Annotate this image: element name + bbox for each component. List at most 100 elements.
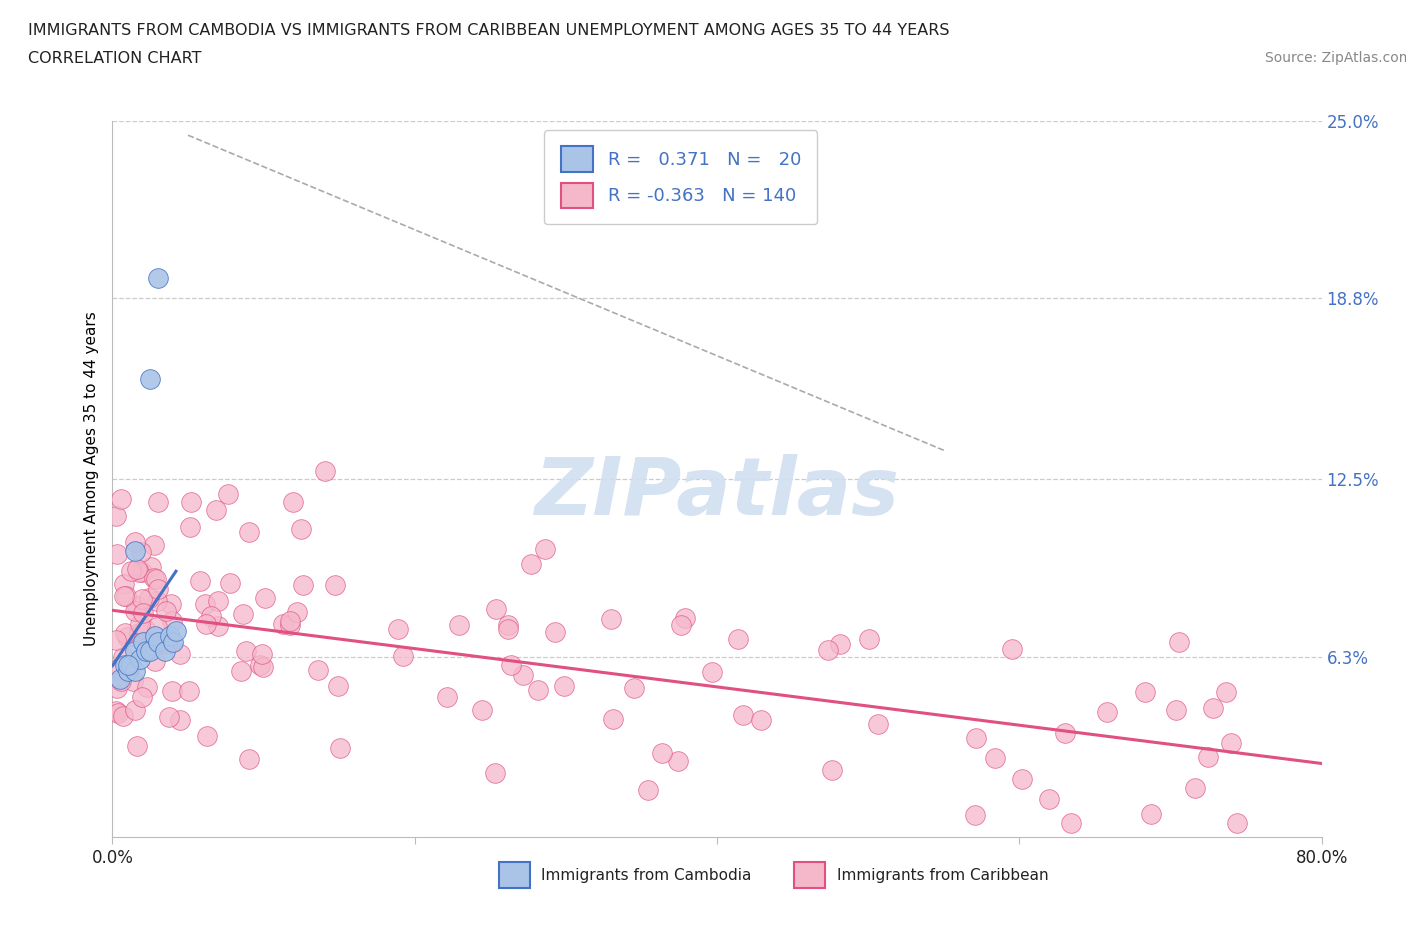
Point xyxy=(146,495,169,510)
Point xyxy=(271,617,294,631)
Point xyxy=(180,495,202,510)
Point xyxy=(329,740,352,755)
Text: Immigrants from Caribbean: Immigrants from Caribbean xyxy=(837,868,1049,883)
Point xyxy=(387,621,409,636)
Point xyxy=(983,751,1005,765)
Point xyxy=(817,643,839,658)
Point xyxy=(283,495,305,510)
Point xyxy=(145,593,167,608)
Point xyxy=(1226,816,1249,830)
Point xyxy=(1011,772,1033,787)
Point xyxy=(278,613,301,628)
Point xyxy=(124,703,146,718)
Point xyxy=(1220,736,1243,751)
Point xyxy=(110,491,132,506)
Point xyxy=(314,463,336,478)
Point xyxy=(449,618,471,632)
Y-axis label: Unemployment Among Ages 35 to 44 years: Unemployment Among Ages 35 to 44 years xyxy=(83,312,98,646)
Point xyxy=(117,663,139,678)
Point xyxy=(218,576,240,591)
Point xyxy=(471,702,494,717)
Point xyxy=(105,632,128,647)
Point xyxy=(146,635,169,650)
Point xyxy=(162,614,184,629)
Point xyxy=(125,598,148,613)
Point xyxy=(254,591,277,605)
Point xyxy=(179,684,201,698)
Point xyxy=(392,648,415,663)
Point xyxy=(108,660,131,675)
Point xyxy=(105,546,128,561)
Point xyxy=(165,623,187,638)
Point xyxy=(278,618,301,632)
Point xyxy=(128,652,150,667)
Point xyxy=(132,635,155,650)
Point xyxy=(534,541,557,556)
Point xyxy=(252,659,274,674)
Point xyxy=(1038,791,1060,806)
Point xyxy=(727,631,749,646)
Point xyxy=(131,690,153,705)
Point xyxy=(124,604,146,618)
Point xyxy=(553,679,575,694)
Point xyxy=(1139,806,1161,821)
Point xyxy=(1135,684,1157,699)
Point xyxy=(637,783,659,798)
Point xyxy=(858,631,880,646)
Point xyxy=(1184,780,1206,795)
Point xyxy=(143,654,166,669)
Point xyxy=(108,672,131,687)
Point xyxy=(238,751,260,766)
Point xyxy=(112,588,135,603)
Point xyxy=(122,674,145,689)
Point xyxy=(169,646,191,661)
Point xyxy=(235,644,257,658)
Point xyxy=(124,663,146,678)
Point xyxy=(131,591,153,606)
Point xyxy=(731,708,754,723)
Point xyxy=(828,636,851,651)
Point xyxy=(138,591,160,605)
Point xyxy=(135,680,157,695)
Point xyxy=(128,565,150,579)
Point xyxy=(527,683,550,698)
Point xyxy=(207,619,229,634)
Point xyxy=(127,738,149,753)
Point xyxy=(544,624,567,639)
Point xyxy=(131,565,153,580)
Point xyxy=(1197,750,1219,764)
Point xyxy=(512,668,534,683)
Point xyxy=(107,705,129,720)
Point xyxy=(111,650,134,665)
Point xyxy=(250,646,273,661)
Point xyxy=(307,662,329,677)
Text: Source: ZipAtlas.com: Source: ZipAtlas.com xyxy=(1265,51,1406,65)
Point xyxy=(496,618,519,632)
Point xyxy=(146,581,169,596)
Point xyxy=(146,619,169,634)
Point xyxy=(112,709,135,724)
Point xyxy=(666,753,689,768)
Point xyxy=(143,538,166,552)
Point xyxy=(232,606,254,621)
Point xyxy=(520,556,543,571)
Point xyxy=(702,664,724,679)
Point xyxy=(194,617,217,631)
Text: CORRELATION CHART: CORRELATION CHART xyxy=(28,51,201,66)
Point xyxy=(129,617,152,631)
Point xyxy=(146,271,169,286)
Point xyxy=(110,673,132,688)
Point xyxy=(143,629,166,644)
Point xyxy=(179,519,201,534)
Point xyxy=(159,629,181,644)
Point xyxy=(749,712,772,727)
Point xyxy=(599,612,621,627)
Point xyxy=(155,604,177,618)
Point xyxy=(169,712,191,727)
Point xyxy=(139,371,162,386)
Point xyxy=(112,577,135,591)
Point xyxy=(134,622,156,637)
Point xyxy=(156,636,179,651)
Point xyxy=(117,658,139,672)
Point xyxy=(1095,705,1118,720)
